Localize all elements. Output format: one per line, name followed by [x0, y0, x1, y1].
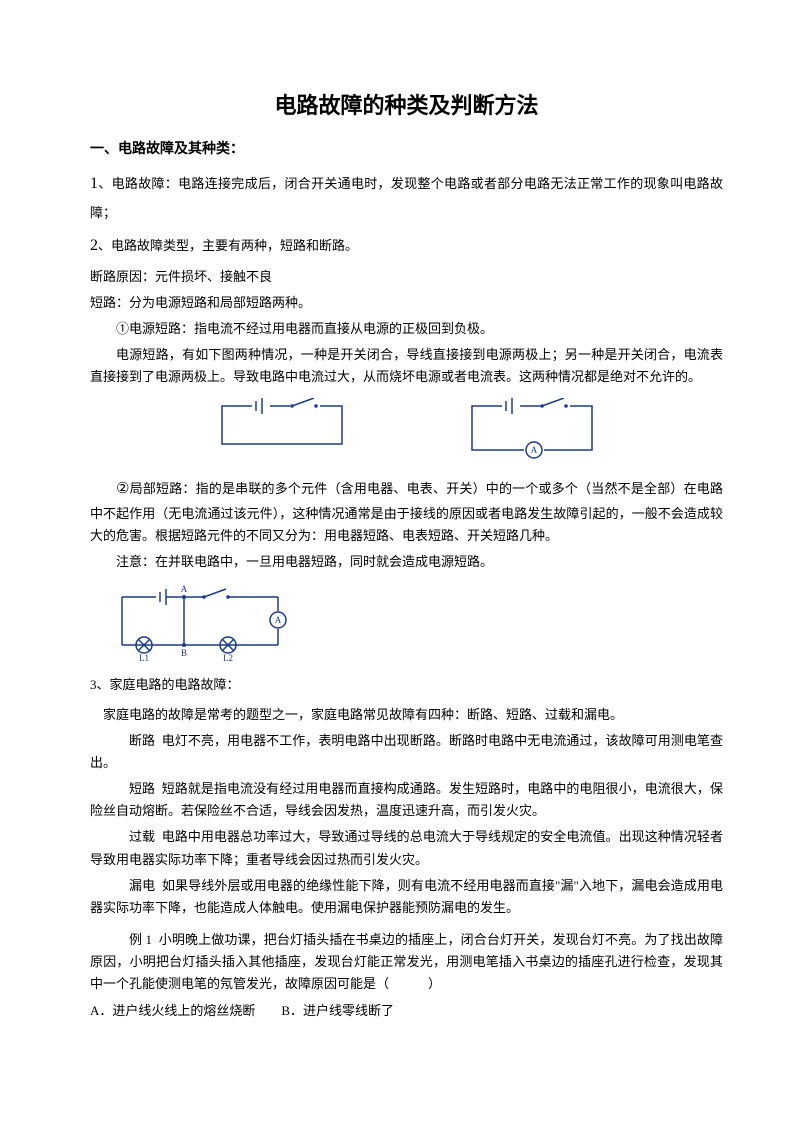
fault-short: 短路 短路就是指电流没有经过用电器而直接构成通路。发生短路时，电路中的电阻很小，… [90, 778, 723, 822]
section3-heading: 3、家庭电路的电路故障： [90, 673, 723, 698]
fault-loudian-label: 漏电 [129, 878, 155, 893]
document-page: 电路故障的种类及判断方法 一、电路故障及其种类： 1、电路故障：电路连接完成后，… [0, 0, 793, 1086]
section1-heading: 一、电路故障及其种类： [90, 138, 723, 158]
lamp-l1-label: L1 [139, 653, 149, 663]
cause-line4: 电源短路，有如下图两种情况，一种是开关闭合，导线直接接到电源两极上；另一种是开关… [90, 344, 723, 388]
fault-guozai-label: 过载 [129, 829, 155, 844]
opt-a: A．进户线火线上的熔丝烧断 [90, 1003, 255, 1018]
ammeter-label: A [530, 445, 537, 455]
item-1-num: 1 [90, 175, 98, 192]
item-1-text: 电路故障：电路连接完成后，闭合开关通电时，发现整个电路或者部分电路无法正常工作的… [90, 176, 723, 220]
diagram-row-1: A [90, 398, 723, 463]
example-1: 例 1 小明晚上做功课，把台灯插头插在书桌边的插座上，闭合台灯开关，发现台灯不亮… [90, 929, 723, 995]
ammeter-3-label: A [275, 615, 282, 625]
example-1-text: 小明晚上做功课，把台灯插头插在书桌边的插座上，闭合台灯开关，发现台灯不亮。为了找… [90, 932, 723, 991]
opt-b: B．进户线零线断了 [281, 1003, 394, 1018]
fault-guozai-text: 电路中用电器总功率过大，导致通过导线的总电流大于导线规定的安全电流值。出现这种情… [90, 829, 723, 866]
diagram-3-wrap: A A B L1 L2 [110, 583, 723, 663]
item-2-sep: 、 [98, 238, 111, 253]
fault-loudian-text: 如果导线外层或用电器的绝缘性能下降，则有电流不经用电器而直接"漏"入地下，漏电会… [90, 878, 723, 915]
circuit-diagram-3: A A B L1 L2 [110, 583, 290, 663]
fault-guozai: 过载 电路中用电器总功率过大，导致通过导线的总电流大于导线规定的安全电流值。出现… [90, 826, 723, 870]
fault-duanlu: 断路 电灯不亮，用电器不工作，表明电路中出现断路。断路时电路中无电流通过，该故障… [90, 730, 723, 774]
cause-line1: 断路原因：元件损坏、接触不良 [90, 266, 723, 288]
answer-options: A．进户线火线上的熔丝烧断 B．进户线零线断了 [90, 999, 723, 1024]
item-1: 1、电路故障：电路连接完成后，闭合开关通电时，发现整个电路或者部分电路无法正常工… [90, 168, 723, 226]
cause-line3: ①电源短路：指电流不经过用电器而直接从电源的正极回到负极。 [90, 318, 723, 340]
page-title: 电路故障的种类及判断方法 [90, 88, 723, 120]
node-b-label: B [181, 648, 187, 658]
fault-duanlu-label: 断路 [129, 733, 155, 748]
section3-intro: 家庭电路的故障是常考的题型之一，家庭电路常见故障有四种：断路、短路、过载和漏电。 [90, 704, 723, 726]
circuit-diagram-1 [212, 398, 352, 453]
item-2-num: 2 [90, 237, 98, 254]
local-short-text: 局部短路：指的是串联的多个元件（含用电器、电表、开关）中的一个或多个（当然不是全… [90, 481, 723, 543]
item-1-sep: 、 [98, 176, 112, 191]
local-short-prefix: ② [116, 481, 130, 497]
fault-short-text: 短路就是指电流没有经过用电器而直接构成通路。发生短路时，电路中的电阻很小，电流很… [90, 781, 723, 818]
lamp-l2-label: L2 [223, 653, 233, 663]
local-short-note: 注意：在并联电路中，一旦用电器短路，同时就会造成电源短路。 [90, 551, 723, 573]
item-2: 2、电路故障类型，主要有两种，短路和断路。 [90, 230, 723, 262]
cause-line2: 短路：分为电源短路和局部短路两种。 [90, 292, 723, 314]
fault-loudian: 漏电 如果导线外层或用电器的绝缘性能下降，则有电流不经用电器而直接"漏"入地下，… [90, 875, 723, 919]
node-a-label: A [181, 584, 188, 594]
fault-duanlu-text: 电灯不亮，用电器不工作，表明电路中出现断路。断路时电路中无电流通过，该故障可用测… [90, 733, 723, 770]
local-short-para: ②局部短路：指的是串联的多个元件（含用电器、电表、开关）中的一个或多个（当然不是… [90, 477, 723, 547]
example-1-label: 例 1 [129, 932, 152, 947]
circuit-diagram-2: A [462, 398, 602, 463]
fault-short-label: 短路 [129, 781, 155, 796]
item-2-text: 电路故障类型，主要有两种，短路和断路。 [111, 238, 358, 253]
